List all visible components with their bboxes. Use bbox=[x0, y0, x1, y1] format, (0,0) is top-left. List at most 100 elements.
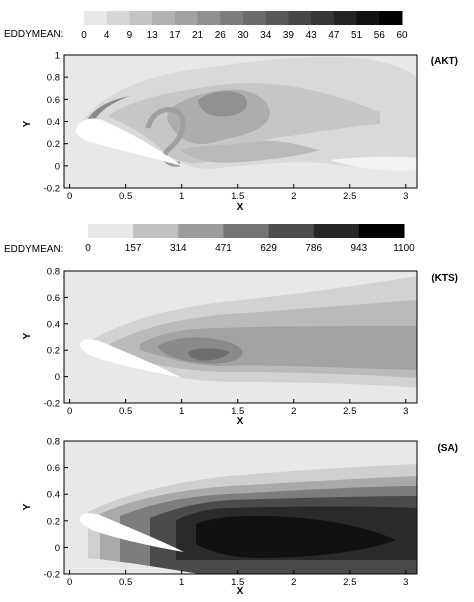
sa-ytick-label: -0.2 bbox=[44, 570, 60, 581]
sa-xtick-label: 0.5 bbox=[119, 577, 132, 588]
colorbar-kts-tick-label: 1100 bbox=[393, 243, 415, 254]
colorbar-akt-swatch bbox=[379, 11, 403, 25]
kts-ytick-label: 0 bbox=[55, 372, 60, 383]
contour-akt-wake bbox=[180, 140, 320, 163]
sa-xtick-label: 2.5 bbox=[343, 577, 356, 588]
colorbar-akt-swatch bbox=[333, 11, 358, 25]
contour-sa-core bbox=[196, 516, 396, 558]
sa-xtick-label: 0 bbox=[67, 577, 72, 588]
colorbar-kts-tick-label: 629 bbox=[260, 243, 277, 254]
colorbar-kts-swatch bbox=[358, 224, 405, 238]
ylabel-sa: Y bbox=[22, 503, 33, 510]
colorbar-akt-tick-label: 30 bbox=[237, 30, 249, 41]
colorbar-akt-tick-label: 60 bbox=[396, 30, 408, 41]
colorbar-akt-swatch bbox=[356, 11, 380, 25]
ylabel-akt: Y bbox=[22, 120, 33, 127]
kts-xtick-label: 2.5 bbox=[343, 406, 356, 417]
sa-ytick-label: 0.4 bbox=[47, 490, 60, 501]
contour-akt-level4 bbox=[198, 91, 248, 117]
akt-xtick-label: 2.5 bbox=[343, 191, 356, 202]
sa-ytick-label: 0 bbox=[55, 543, 60, 554]
akt-ytick-label: 0.8 bbox=[47, 73, 60, 84]
kts-xtick-label: 2 bbox=[291, 406, 296, 417]
kts-xtick-label: 3 bbox=[403, 406, 408, 417]
kts-ytick-label: 0.6 bbox=[47, 293, 60, 304]
colorbar-akt-tick-label: 47 bbox=[328, 30, 340, 41]
colorbar-kts-tick-label: 786 bbox=[305, 243, 322, 254]
colorbar-akt-tick-label: 51 bbox=[351, 30, 363, 41]
xlabel-sa: X bbox=[237, 586, 244, 597]
kts-ytick-label: 0.8 bbox=[47, 267, 60, 278]
plot-kts: 0 0.5 1 1.5 2 2.5 3 -0.2 0 0.2 0.4 0.6 0.8 X Y (KTS) bbox=[22, 267, 458, 428]
colorbar-akt-tick-label: 43 bbox=[306, 30, 318, 41]
colorbar-akt-swatch bbox=[129, 11, 153, 25]
contour-akt-shear-layer bbox=[84, 96, 140, 152]
airfoil-kts bbox=[79, 339, 182, 378]
colorbar-kts: EDDYMEAN: 0 157 314 471 629 786 943 1100 bbox=[4, 224, 415, 255]
akt-ytick-label: -0.2 bbox=[44, 184, 60, 195]
colorbar-kts-tick-label: 0 bbox=[85, 243, 91, 254]
colorbar-akt-tick-label: 56 bbox=[374, 30, 386, 41]
colorbar-akt-swatch bbox=[288, 11, 312, 25]
tag-kts: (KTS) bbox=[431, 273, 458, 284]
tag-akt: (AKT) bbox=[431, 56, 458, 67]
colorbar-kts-tick-label: 314 bbox=[170, 243, 187, 254]
kts-ytick-label: -0.2 bbox=[44, 399, 60, 410]
colorbar-akt-tick-label: 0 bbox=[81, 30, 87, 41]
colorbar-akt: EDDYMEAN: 0 4 9 13 17 21 26 30 34 39 43 47 51 56 60 bbox=[4, 11, 408, 41]
colorbar-akt-tick-label: 17 bbox=[169, 30, 181, 41]
sa-xtick-label: 1 bbox=[179, 577, 184, 588]
colorbar-akt-title: EDDYMEAN: bbox=[4, 29, 63, 40]
airfoil-akt bbox=[75, 118, 182, 166]
akt-xtick-label: 3 bbox=[403, 191, 408, 202]
akt-xtick-label: 2 bbox=[291, 191, 296, 202]
colorbar-kts-tick-label: 157 bbox=[125, 243, 142, 254]
colorbar-kts-swatch bbox=[313, 224, 360, 238]
colorbar-kts-swatch bbox=[178, 224, 224, 238]
airfoil-sa bbox=[79, 513, 184, 552]
colorbar-akt-tick-label: 4 bbox=[104, 30, 110, 41]
akt-xtick-label: 1.5 bbox=[231, 191, 244, 202]
colorbar-kts-swatch bbox=[88, 224, 134, 238]
colorbar-kts-swatch bbox=[268, 224, 315, 238]
kts-ytick-label: 0.2 bbox=[47, 346, 60, 357]
ylabel-kts: Y bbox=[22, 332, 33, 339]
colorbar-akt-tick-label: 21 bbox=[192, 30, 204, 41]
kts-ytick-label: 0.4 bbox=[47, 319, 60, 330]
colorbar-kts-tick-label: 471 bbox=[215, 243, 232, 254]
contour-akt-wake-tail bbox=[330, 156, 417, 171]
colorbar-akt-swatch bbox=[106, 11, 130, 25]
akt-ytick-label: 0 bbox=[55, 161, 60, 172]
tag-sa: (SA) bbox=[437, 443, 458, 454]
akt-ytick-label: 0.6 bbox=[47, 95, 60, 106]
colorbar-akt-swatch bbox=[152, 11, 176, 25]
colorbar-kts-tick-label: 943 bbox=[351, 243, 368, 254]
plot-akt: 0 0.5 1 1.5 2 2.5 3 -0.2 0 0.2 0.4 0.6 0.8 1 X Y (AKT… bbox=[22, 51, 458, 214]
kts-xtick-label: 1.5 bbox=[231, 406, 244, 417]
kts-xtick-label: 0.5 bbox=[119, 406, 132, 417]
akt-xtick-label: 1 bbox=[179, 191, 184, 202]
colorbar-kts-swatch bbox=[223, 224, 270, 238]
colorbar-akt-tick-label: 9 bbox=[127, 30, 133, 41]
akt-xtick-label: 0.5 bbox=[119, 191, 132, 202]
colorbar-akt-swatch bbox=[220, 11, 244, 25]
sa-xtick-label: 2 bbox=[291, 577, 296, 588]
colorbar-akt-swatch bbox=[311, 11, 335, 25]
colorbar-akt-tick-label: 39 bbox=[283, 30, 295, 41]
colorbar-akt-tick-label: 34 bbox=[260, 30, 272, 41]
akt-ytick-label: 1 bbox=[55, 51, 60, 62]
sa-xtick-label: 1.5 bbox=[231, 577, 244, 588]
sa-xtick-label: 3 bbox=[403, 577, 408, 588]
colorbar-akt-swatch bbox=[197, 11, 221, 25]
colorbar-akt-tick-label: 26 bbox=[215, 30, 227, 41]
colorbar-akt-swatch bbox=[265, 11, 289, 25]
kts-xtick-label: 0 bbox=[67, 406, 72, 417]
colorbar-akt-tick-label: 13 bbox=[147, 30, 159, 41]
akt-xtick-label: 0 bbox=[67, 191, 72, 202]
sa-ytick-label: 0.8 bbox=[47, 437, 60, 448]
akt-ytick-label: 0.2 bbox=[47, 139, 60, 150]
contour-kts-level5 bbox=[188, 348, 230, 361]
kts-xtick-label: 1 bbox=[179, 406, 184, 417]
contour-sa-lower bbox=[64, 556, 200, 574]
